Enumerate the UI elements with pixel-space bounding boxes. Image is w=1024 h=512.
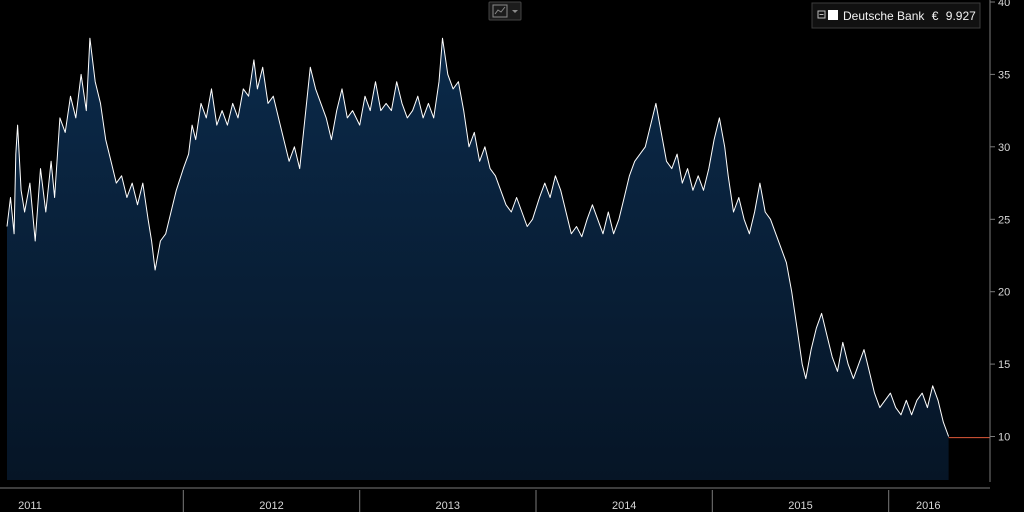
y-tick-label: 30 bbox=[998, 142, 1010, 154]
x-axis: 2011 2012 2013 2014 2015 2016 bbox=[18, 490, 941, 512]
y-tick-label: 35 bbox=[998, 69, 1010, 81]
y-tick-label: 40 bbox=[998, 0, 1010, 9]
series-line-deutsche-bank bbox=[6, 37, 950, 437]
line-chart-icon bbox=[492, 4, 508, 18]
x-tick-label: 2016 bbox=[916, 500, 940, 512]
legend-toggle-icon[interactable] bbox=[817, 10, 826, 19]
legend-currency: € bbox=[932, 9, 939, 23]
x-tick-label: 2012 bbox=[259, 500, 283, 512]
legend-swatch bbox=[828, 10, 838, 20]
chevron-down-icon bbox=[512, 10, 518, 13]
area-layer bbox=[6, 37, 990, 480]
x-tick-label: 2015 bbox=[788, 500, 812, 512]
legend: Deutsche Bank € 9.927 bbox=[811, 2, 981, 29]
axes-layer bbox=[0, 0, 991, 489]
y-tick-label: 25 bbox=[998, 214, 1010, 226]
series-area-deutsche-bank bbox=[7, 38, 949, 480]
y-tick-label: 20 bbox=[998, 287, 1010, 299]
x-tick-label: 2014 bbox=[612, 500, 636, 512]
legend-series-name: Deutsche Bank bbox=[843, 9, 925, 23]
y-tick-label: 15 bbox=[998, 359, 1010, 371]
svg-text:Deutsche Bank €: Deutsche Bank € 9.927 bbox=[843, 9, 976, 23]
y-tick-label: 10 bbox=[998, 432, 1010, 444]
x-tick-label: 2011 bbox=[18, 500, 42, 512]
y-axis: 10 15 20 25 30 35 40 bbox=[990, 0, 1010, 444]
legend-last-value: 9.927 bbox=[946, 9, 976, 23]
x-tick-label: 2013 bbox=[436, 500, 460, 512]
chart-type-selector[interactable] bbox=[488, 1, 522, 21]
